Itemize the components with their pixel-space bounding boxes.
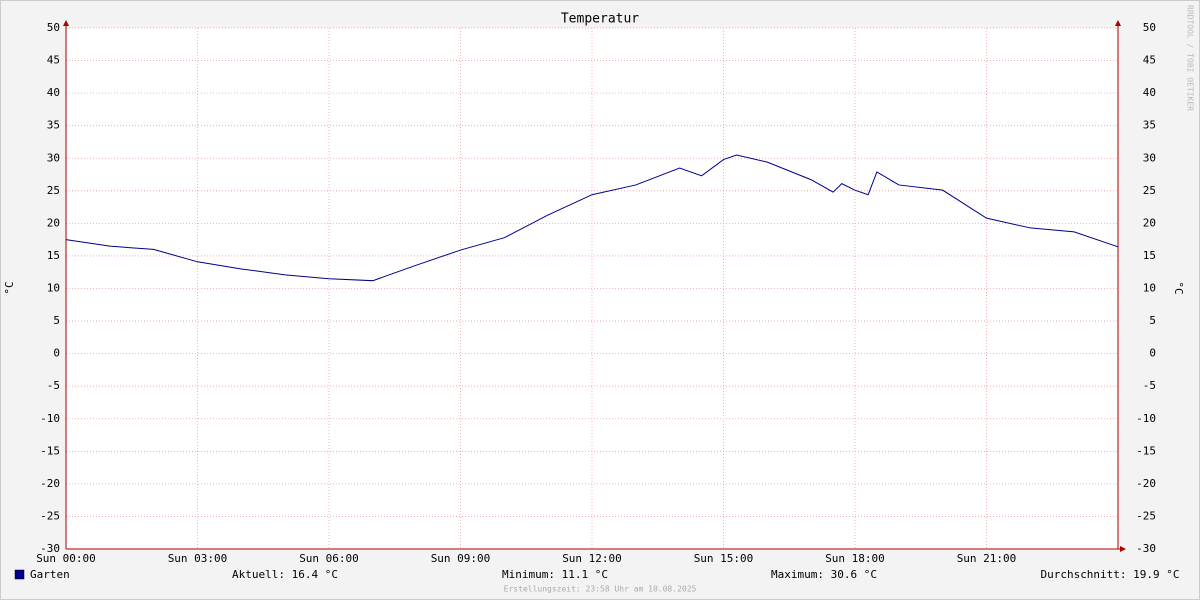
y2-tick-label: 5 bbox=[1149, 314, 1156, 327]
y2-axis-label: °C bbox=[1172, 281, 1185, 294]
y2-tick-label: 45 bbox=[1143, 54, 1156, 67]
y-tick-label: 45 bbox=[47, 54, 60, 67]
x-tick-label: Sun 09:00 bbox=[431, 552, 491, 565]
legend-label: Garten bbox=[30, 568, 70, 581]
y2-tick-label: -30 bbox=[1136, 542, 1156, 555]
y-tick-label: 25 bbox=[47, 184, 60, 197]
x-tick-label: Sun 18:00 bbox=[825, 552, 885, 565]
x-tick-label: Sun 00:00 bbox=[36, 552, 96, 565]
legend-swatch bbox=[14, 569, 25, 580]
y-tick-label: -30 bbox=[40, 542, 60, 555]
x-tick-label: Sun 15:00 bbox=[694, 552, 754, 565]
arrow bbox=[1115, 20, 1121, 26]
y2-tick-label: -25 bbox=[1136, 509, 1156, 522]
line-series bbox=[65, 154, 1119, 282]
y-tick-label: 35 bbox=[47, 119, 60, 132]
y2-tick-label: 25 bbox=[1143, 184, 1156, 197]
y-tick-label: 10 bbox=[47, 282, 60, 295]
chart-title: Temperatur bbox=[561, 12, 639, 27]
y2-tick-label: 20 bbox=[1143, 216, 1156, 229]
y-tick-label: 50 bbox=[47, 21, 60, 34]
stat: Maximum: 30.6 °C bbox=[771, 568, 877, 581]
y2-tick-label: 40 bbox=[1143, 86, 1156, 99]
y-tick-label: -10 bbox=[40, 412, 60, 425]
y2-tick-label: 10 bbox=[1143, 282, 1156, 295]
arrow bbox=[1120, 546, 1126, 552]
stat: Durchschnitt: 19.9 °C bbox=[1040, 568, 1179, 581]
y-tick-label: 15 bbox=[47, 249, 60, 262]
arrow bbox=[63, 20, 69, 26]
footer: Erstellungszeit: 23:58 Uhr am 10.08.2025 bbox=[504, 585, 697, 594]
x-tick-label: Sun 12:00 bbox=[562, 552, 622, 565]
y-tick-label: -25 bbox=[40, 509, 60, 522]
y2-tick-label: 35 bbox=[1143, 119, 1156, 132]
y2-tick-label: -5 bbox=[1143, 379, 1156, 392]
y-tick-label: -15 bbox=[40, 444, 60, 457]
watermark: RRDTOOL / TOBI OETIKER bbox=[1186, 5, 1195, 111]
y-tick-label: 40 bbox=[47, 86, 60, 99]
y2-tick-label: 50 bbox=[1143, 21, 1156, 34]
y2-tick-label: 30 bbox=[1143, 151, 1156, 164]
x-tick-label: Sun 03:00 bbox=[168, 552, 228, 565]
x-tick-label: Sun 06:00 bbox=[299, 552, 359, 565]
stat: Aktuell: 16.4 °C bbox=[232, 568, 338, 581]
y-tick-label: 5 bbox=[53, 314, 60, 327]
y-tick-label: -20 bbox=[40, 477, 60, 490]
y2-tick-label: 15 bbox=[1143, 249, 1156, 262]
y-tick-label: 20 bbox=[47, 216, 60, 229]
y-tick-label: -5 bbox=[47, 379, 60, 392]
y2-tick-label: -20 bbox=[1136, 477, 1156, 490]
y-tick-label: 30 bbox=[47, 151, 60, 164]
stat: Minimum: 11.1 °C bbox=[502, 568, 608, 581]
y2-tick-label: -10 bbox=[1136, 412, 1156, 425]
y2-tick-label: -15 bbox=[1136, 444, 1156, 457]
y-axis-label: °C bbox=[3, 281, 16, 294]
y-tick-label: 0 bbox=[53, 347, 60, 360]
y2-tick-label: 0 bbox=[1149, 347, 1156, 360]
x-tick-label: Sun 21:00 bbox=[957, 552, 1017, 565]
